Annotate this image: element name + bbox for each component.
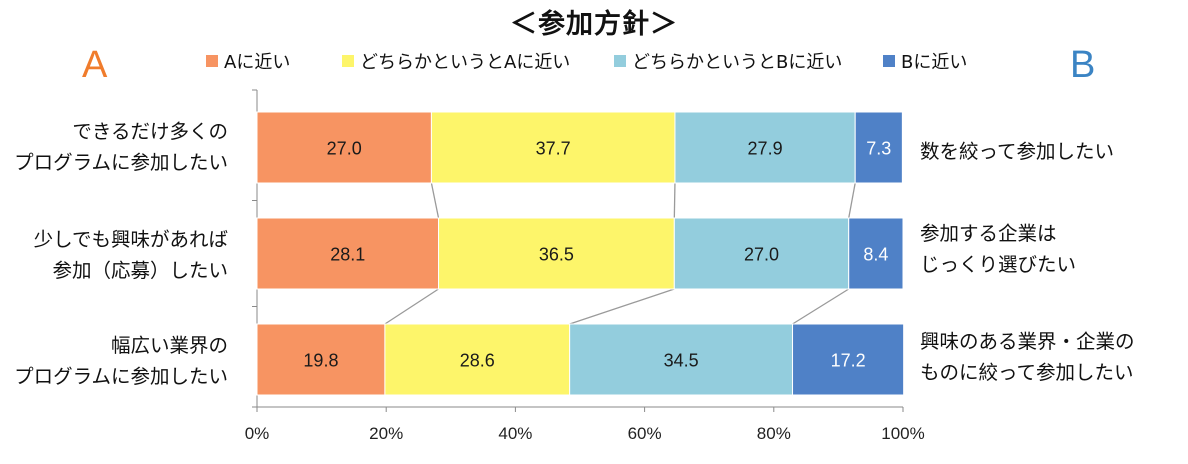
legend-label-lean-b: どちらかというとBに近い xyxy=(632,52,843,73)
bar-segment-1-3 xyxy=(848,217,904,290)
x-tick-label-5: 100% xyxy=(881,424,924,443)
x-tick-label-4: 80% xyxy=(757,424,791,443)
legend-swatch-a xyxy=(206,55,218,67)
legend-swatch-b xyxy=(883,55,895,67)
data-label-0-2: 27.9 xyxy=(748,139,783,159)
data-label-1-0: 28.1 xyxy=(330,245,365,265)
category-right-0: 数を絞って参加したい xyxy=(920,136,1180,167)
x-tick-label-1: 20% xyxy=(369,424,403,443)
data-label-1-1: 36.5 xyxy=(539,245,574,265)
legend-item-lean-a: どちらかというとAに近い xyxy=(342,48,570,74)
legend-label-b: Bに近い xyxy=(901,52,968,73)
bar-segment-1-2 xyxy=(673,217,850,290)
category-left-0-line-1: できるだけ多くの xyxy=(72,120,228,143)
data-label-0-1: 37.7 xyxy=(536,139,571,159)
x-tick-label-2: 40% xyxy=(498,424,532,443)
series-line-1-2 xyxy=(792,288,850,325)
series-line-0-1 xyxy=(673,182,676,219)
bar-segment-2-0 xyxy=(256,323,386,396)
x-tick-label-0: 0% xyxy=(245,424,270,443)
chart-title: ＜参加方針＞ xyxy=(510,9,678,40)
left-pole-label: A xyxy=(82,44,108,86)
legend-swatch-lean-a xyxy=(342,55,354,67)
category-left-2-line-1: 幅広い業界の xyxy=(110,334,228,357)
data-label-0-3: 7.3 xyxy=(866,139,891,159)
legend-item-lean-b: どちらかというとBに近い xyxy=(614,48,842,74)
bar-segment-2-3 xyxy=(792,323,905,396)
category-left-0-line-2: プログラムに参加したい xyxy=(14,151,228,174)
data-label-2-2: 34.5 xyxy=(664,351,699,371)
series-line-1-1 xyxy=(569,288,675,325)
category-left-2: 幅広い業界の プログラムに参加したい xyxy=(0,330,228,392)
category-right-0-line-1: 数を絞って参加したい xyxy=(920,140,1115,163)
legend-swatch-lean-b xyxy=(614,55,626,67)
data-label-2-1: 28.6 xyxy=(460,351,495,371)
bar-segment-1-0 xyxy=(256,217,440,290)
bar-segment-0-1 xyxy=(430,111,676,184)
data-label-2-3: 17.2 xyxy=(831,351,866,371)
category-left-2-line-2: プログラムに参加したい xyxy=(14,365,228,388)
series-line-0-2 xyxy=(848,182,856,219)
bar-segment-2-1 xyxy=(384,323,571,396)
data-label-2-0: 19.8 xyxy=(303,351,338,371)
data-label-0-0: 27.0 xyxy=(327,139,362,159)
category-right-2-line-1: 興味のある業界・企業の xyxy=(920,330,1135,353)
legend-label-lean-a: どちらかというとAに近い xyxy=(360,52,571,73)
bar-segment-2-2 xyxy=(569,323,794,396)
category-left-1: 少しでも興味があれば 参加（応募）したい xyxy=(0,224,228,286)
category-right-2: 興味のある業界・企業の ものに絞って参加したい xyxy=(920,326,1180,388)
legend: Aに近い どちらかというとAに近い どちらかというとBに近い Bに近い xyxy=(0,48,1188,73)
category-left-1-line-2: 参加（応募）したい xyxy=(52,259,228,282)
bar-segment-0-3 xyxy=(854,111,903,184)
series-line-0-0 xyxy=(430,182,440,219)
right-pole-label: B xyxy=(1070,44,1096,86)
category-left-1-line-1: 少しでも興味があれば xyxy=(33,228,228,251)
bar-segment-1-1 xyxy=(438,217,675,290)
category-right-2-line-2: ものに絞って参加したい xyxy=(920,361,1134,384)
category-right-1-line-2: じっくり選びたい xyxy=(920,253,1077,276)
legend-item-b: Bに近い xyxy=(883,48,967,74)
bar-segment-0-2 xyxy=(674,111,856,184)
data-label-1-3: 8.4 xyxy=(863,245,888,265)
category-right-1: 参加する企業は じっくり選びたい xyxy=(920,218,1180,280)
data-label-1-2: 27.0 xyxy=(744,245,779,265)
x-tick-label-3: 60% xyxy=(628,424,662,443)
legend-item-a: Aに近い xyxy=(206,48,290,74)
series-line-1-0 xyxy=(384,288,439,325)
legend-label-a: Aに近い xyxy=(224,52,291,73)
category-right-1-line-1: 参加する企業は xyxy=(920,222,1057,245)
category-left-0: できるだけ多くの プログラムに参加したい xyxy=(0,116,228,178)
